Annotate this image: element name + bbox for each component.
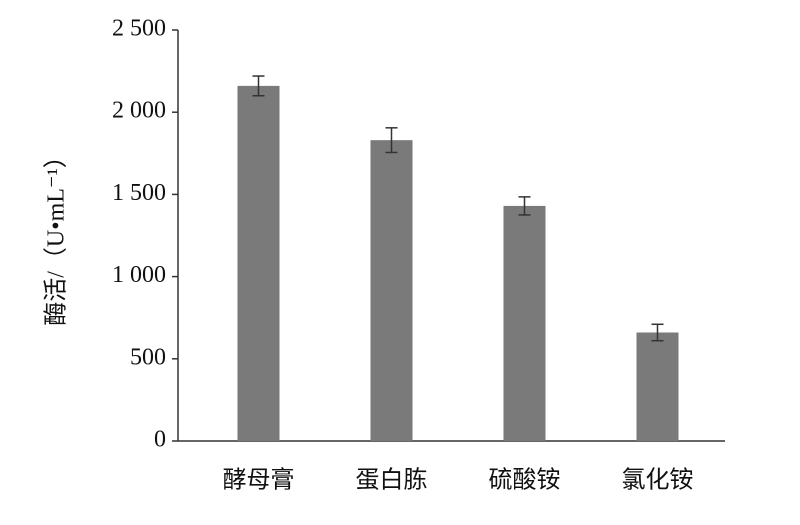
y-tick-label: 500	[130, 344, 166, 370]
y-tick-label: 1 000	[112, 262, 166, 288]
bar	[636, 332, 679, 441]
y-axis-label: 酶活/（U•mL⁻¹）	[43, 144, 70, 326]
x-tick-label: 蛋白胨	[356, 467, 428, 494]
y-tick-label: 1 500	[112, 180, 166, 206]
bar	[237, 85, 280, 442]
x-tick-label: 氯化铵	[622, 467, 694, 494]
y-tick-label: 2 000	[112, 98, 166, 124]
bar	[370, 140, 413, 441]
y-tick-label: 0	[154, 427, 166, 453]
x-tick-label: 硫酸铵	[489, 467, 561, 494]
x-tick-label: 酵母膏	[223, 467, 295, 494]
bar	[503, 205, 546, 441]
y-tick-label: 2 500	[112, 16, 166, 42]
